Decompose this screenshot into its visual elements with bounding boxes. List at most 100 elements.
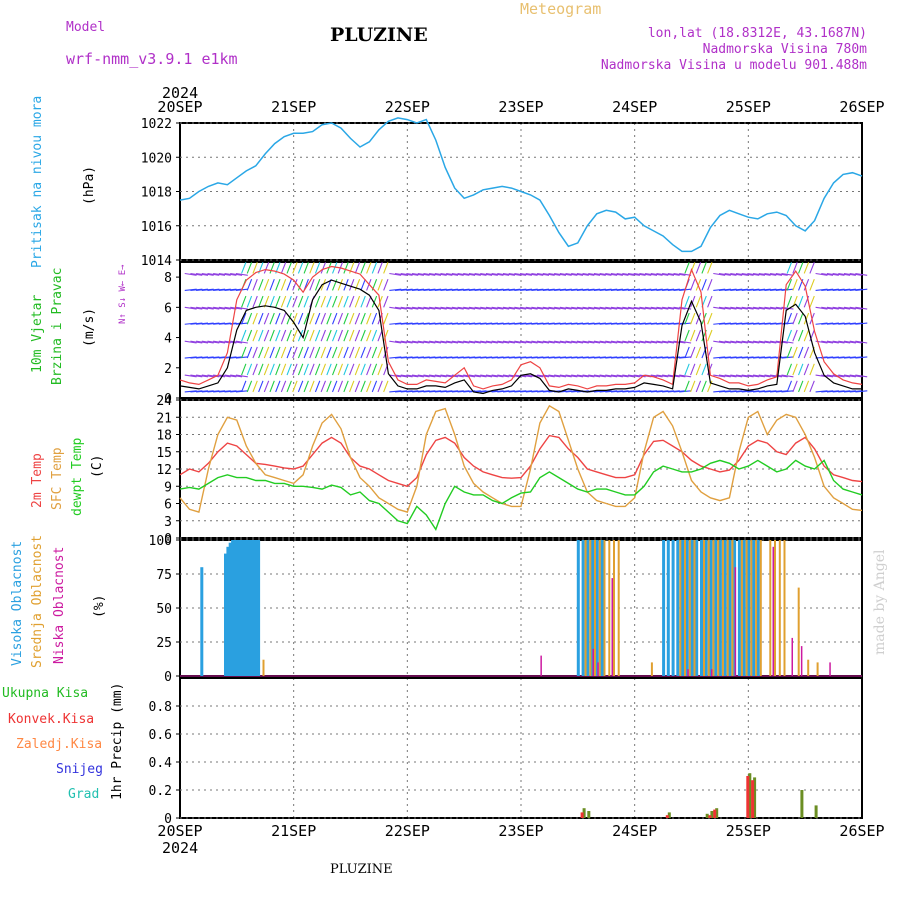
wind-barb <box>480 272 493 276</box>
y-tick-label: 6 <box>164 301 172 316</box>
wind-barb <box>593 272 606 276</box>
wind-barb <box>809 262 815 274</box>
wind-barb <box>457 306 470 310</box>
wind-barb <box>724 340 737 344</box>
wind-barb <box>559 356 572 359</box>
wind-barb <box>485 306 498 310</box>
wind-barb <box>616 356 629 359</box>
cloud-low-bar <box>734 567 737 676</box>
wind-barb <box>411 374 424 378</box>
wind-barb <box>371 363 378 376</box>
wind-barb <box>815 272 828 276</box>
wind-barb <box>605 272 618 276</box>
wind-barb <box>537 322 550 325</box>
wind-barb <box>605 306 618 310</box>
wind-barb <box>786 380 793 393</box>
wind-barb <box>457 272 470 276</box>
wind-barb <box>331 295 338 308</box>
wind-barb <box>667 288 680 291</box>
wind-barb <box>360 346 366 359</box>
lonlat-text: lon,lat (18.8312E, 43.1687N) <box>647 26 867 41</box>
cloud-high-bar <box>737 540 741 676</box>
wind-barb <box>389 356 402 359</box>
wind-barb <box>297 346 304 359</box>
wind-barb <box>752 374 765 378</box>
wind-barb <box>463 374 476 378</box>
wind-barb <box>576 272 589 276</box>
wind-barb <box>360 312 366 325</box>
wind-barb <box>537 340 550 344</box>
wind-barb <box>832 288 845 291</box>
wind-barb <box>645 306 658 310</box>
wind-barb <box>360 278 366 291</box>
cloud-mid-bar <box>778 540 781 676</box>
prec-total-bar <box>715 808 719 818</box>
wind-barb <box>314 312 321 325</box>
cloud-high-bar <box>245 540 249 676</box>
wind-barb <box>803 329 810 342</box>
wind-barb <box>292 278 298 291</box>
wind-barb <box>207 356 220 359</box>
wind-barb <box>440 356 453 359</box>
wind-barb <box>280 329 287 342</box>
wind-barb <box>559 374 572 378</box>
wind-barb <box>650 306 663 310</box>
wind-barb <box>559 340 572 344</box>
wind-barb <box>582 356 595 359</box>
wind-barb <box>241 329 247 342</box>
wind-speed-line <box>179 279 862 395</box>
wind-barb <box>343 346 349 359</box>
cloud-mid-bar <box>731 540 734 676</box>
wind-barb <box>735 340 748 344</box>
wind-barb <box>855 306 868 310</box>
wind-barb <box>480 306 493 310</box>
wind-barb <box>423 288 436 291</box>
wind-barb <box>599 356 612 359</box>
wind-barb <box>434 288 447 291</box>
wind-barb <box>576 288 589 291</box>
wind-barb <box>809 380 815 393</box>
wind-barb <box>485 340 498 344</box>
year-label-top: 2024 <box>162 84 198 102</box>
wind-barb <box>730 374 743 378</box>
wind-barb <box>792 262 798 274</box>
wind-barb <box>235 272 248 276</box>
wind-barb <box>792 380 798 393</box>
wind-barb <box>434 340 447 344</box>
wind-barb <box>292 363 298 376</box>
wind-barb <box>297 295 304 308</box>
wind-barb <box>258 346 264 359</box>
wind-barb <box>411 306 424 310</box>
wind-barb <box>343 329 349 342</box>
wind-barb <box>463 306 476 310</box>
wind-barb <box>713 340 726 344</box>
y-tick-label: 9 <box>164 480 172 495</box>
x-tick-label-top: 25SEP <box>726 98 771 116</box>
wind-barb <box>252 295 258 308</box>
wind-barb <box>230 288 243 291</box>
wind-barb <box>434 356 447 359</box>
wind-barb <box>343 312 349 325</box>
wind-barb <box>724 288 737 291</box>
wind-barb <box>252 262 258 274</box>
wind-barb <box>571 340 584 344</box>
wind-barb <box>645 340 658 344</box>
wind-barb <box>508 340 521 344</box>
cloud-high-bar <box>747 540 751 676</box>
wind-barb <box>593 306 606 310</box>
wind-barb <box>656 340 669 344</box>
cloud-mid-bar <box>693 540 696 676</box>
wind-barb <box>440 272 453 276</box>
wind-barb <box>241 262 247 274</box>
wind-barb <box>434 374 447 378</box>
y-tick-label: 6 <box>164 498 172 513</box>
wind-barb <box>213 374 226 378</box>
prec-hail-label: Grad <box>68 787 100 802</box>
wind-barb <box>320 380 327 393</box>
prec-conv-bar <box>746 776 750 818</box>
wind-barb <box>633 288 646 291</box>
wind-barb <box>440 306 453 310</box>
wind-barb <box>832 374 845 378</box>
wind-barb <box>582 272 595 276</box>
cloud-mid-bar <box>262 659 265 676</box>
